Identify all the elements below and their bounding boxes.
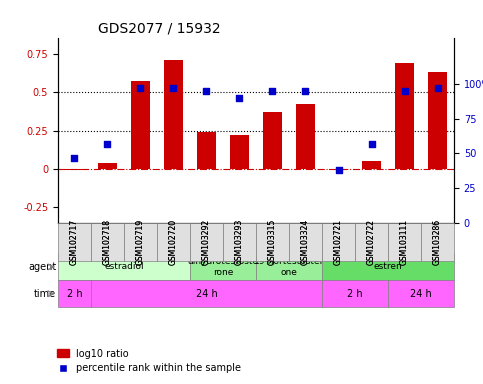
Text: GSM103324: GSM103324 (301, 219, 310, 265)
Bar (427, 72, 447, 169)
Text: GSM103293: GSM103293 (235, 219, 244, 265)
Point (71, 154, 78, 161)
Text: estradiol: estradiol (104, 262, 144, 271)
Bar (395, 63, 414, 169)
Text: GSM103293: GSM103293 (235, 219, 244, 265)
Text: GSM103111: GSM103111 (400, 219, 409, 265)
Text: GSM103292: GSM103292 (202, 219, 211, 265)
Text: GDS2077 / 15932: GDS2077 / 15932 (98, 22, 220, 36)
Text: 2 h: 2 h (67, 289, 82, 299)
Text: GSM103315: GSM103315 (268, 219, 277, 265)
FancyBboxPatch shape (58, 280, 91, 307)
Text: dihydrotestoste
rone: dihydrotestoste rone (187, 257, 258, 276)
Text: 24 h: 24 h (196, 289, 217, 299)
Point (434, 85, 441, 91)
FancyBboxPatch shape (91, 280, 322, 307)
Text: estren: estren (374, 262, 402, 271)
Bar (328, 169, 348, 170)
Text: agent: agent (28, 262, 57, 272)
Point (104, 141, 112, 147)
Text: GSM103292: GSM103292 (202, 219, 211, 265)
FancyBboxPatch shape (322, 280, 388, 307)
Text: GSM102722: GSM102722 (367, 219, 376, 265)
FancyBboxPatch shape (190, 253, 256, 280)
Text: GSM103111: GSM103111 (400, 219, 409, 265)
Text: 24 h: 24 h (410, 289, 432, 299)
Text: GSM102717: GSM102717 (70, 219, 79, 265)
FancyBboxPatch shape (388, 223, 421, 261)
Text: 2 h: 2 h (347, 289, 363, 299)
FancyBboxPatch shape (58, 253, 190, 280)
Bar (130, 81, 150, 169)
Point (236, 95, 243, 101)
FancyBboxPatch shape (289, 223, 322, 261)
Text: GSM103324: GSM103324 (301, 219, 310, 265)
FancyBboxPatch shape (58, 223, 91, 261)
FancyBboxPatch shape (256, 223, 289, 261)
Bar (362, 161, 382, 169)
FancyBboxPatch shape (421, 223, 454, 261)
Bar (98, 163, 117, 169)
Point (335, 167, 342, 173)
Text: 19-nortestoster
one: 19-nortestoster one (254, 257, 324, 276)
FancyBboxPatch shape (223, 223, 256, 261)
Text: time: time (34, 289, 57, 299)
Bar (65, 169, 85, 170)
Text: GSM102718: GSM102718 (103, 219, 112, 265)
Point (368, 141, 375, 147)
Text: GSM102718: GSM102718 (103, 219, 112, 265)
FancyBboxPatch shape (322, 223, 355, 261)
Text: GSM102722: GSM102722 (367, 219, 376, 265)
Point (203, 88, 211, 94)
Text: GSM102720: GSM102720 (169, 219, 178, 265)
Point (137, 85, 144, 91)
FancyBboxPatch shape (124, 223, 157, 261)
Legend: log10 ratio, percentile rank within the sample: log10 ratio, percentile rank within the … (53, 345, 245, 377)
FancyBboxPatch shape (190, 223, 223, 261)
Text: GSM102721: GSM102721 (334, 219, 343, 265)
Text: GSM102721: GSM102721 (334, 219, 343, 265)
Bar (296, 104, 315, 169)
FancyBboxPatch shape (91, 223, 124, 261)
FancyBboxPatch shape (388, 280, 454, 307)
Text: GSM103286: GSM103286 (433, 219, 442, 265)
Text: GSM102719: GSM102719 (136, 219, 145, 265)
Text: GSM103286: GSM103286 (433, 219, 442, 265)
Point (401, 88, 409, 94)
FancyBboxPatch shape (355, 223, 388, 261)
Bar (229, 135, 249, 169)
Bar (263, 112, 283, 169)
FancyBboxPatch shape (157, 223, 190, 261)
Text: GSM102720: GSM102720 (169, 219, 178, 265)
Text: GSM103315: GSM103315 (268, 219, 277, 265)
Point (302, 88, 310, 94)
Point (269, 88, 276, 94)
Text: GSM102719: GSM102719 (136, 219, 145, 265)
FancyBboxPatch shape (322, 253, 454, 280)
FancyBboxPatch shape (256, 253, 322, 280)
Bar (164, 60, 184, 169)
Bar (197, 132, 216, 169)
Point (170, 85, 177, 91)
Text: GSM102717: GSM102717 (70, 219, 79, 265)
